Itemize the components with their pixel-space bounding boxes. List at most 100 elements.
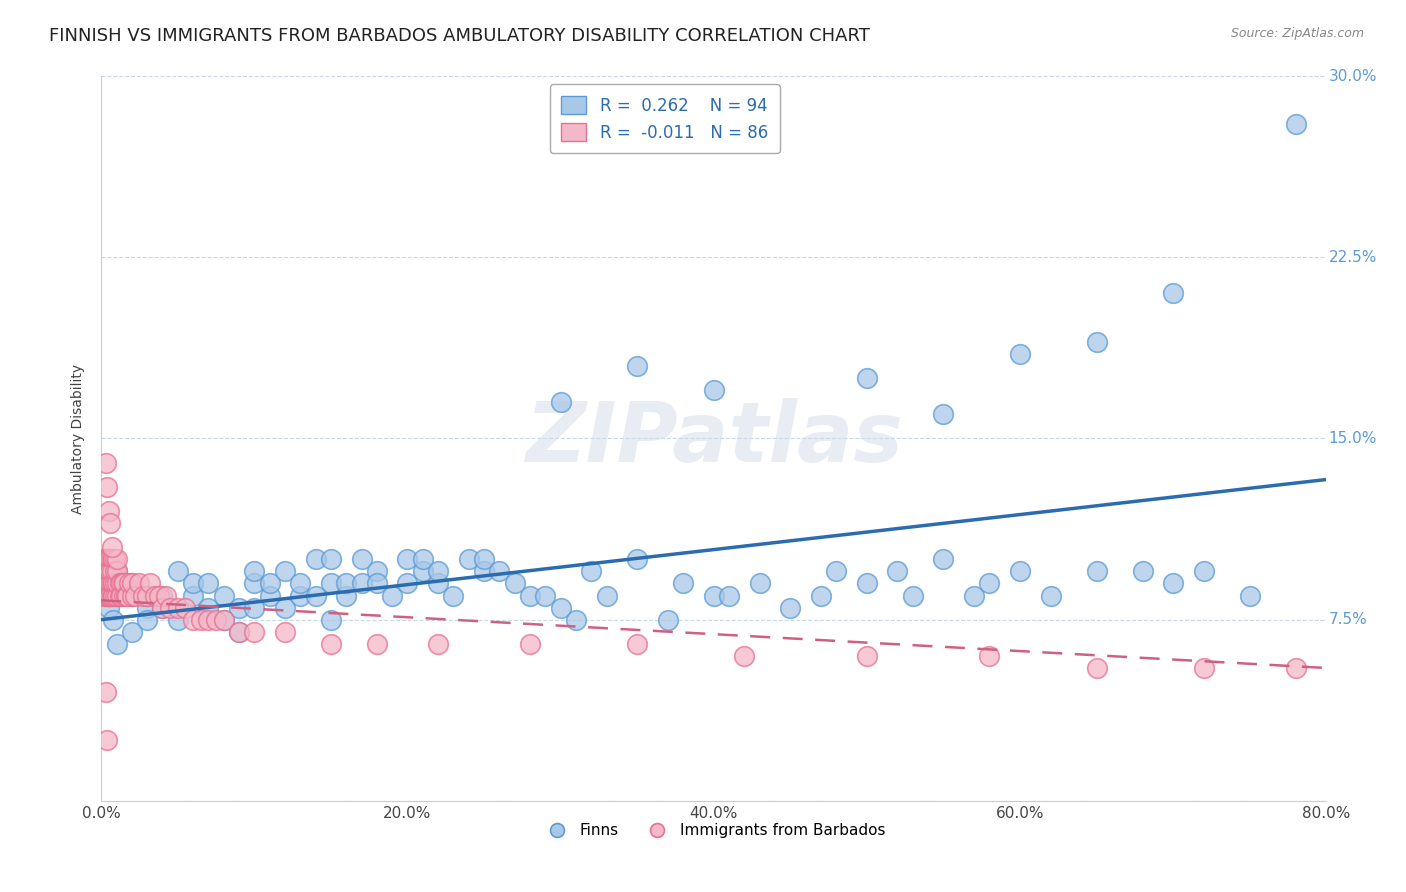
Point (1285, 117, 1308, 131)
Point (121, 576, 143, 591)
Text: FINNISH VS IMMIGRANTS FROM BARBADOS AMBULATORY DISABILITY CORRELATION CHART: FINNISH VS IMMIGRANTS FROM BARBADOS AMBU… (49, 27, 870, 45)
Point (350, 552, 373, 566)
Point (152, 600, 174, 615)
Point (901, 589, 924, 603)
Point (110, 576, 132, 591)
Point (595, 589, 617, 603)
Point (197, 613, 219, 627)
Point (108, 589, 131, 603)
Point (121, 624, 143, 639)
Point (128, 576, 150, 591)
Point (319, 576, 342, 591)
Point (197, 576, 219, 591)
Point (748, 576, 770, 591)
Point (550, 395, 572, 409)
Point (97, 589, 120, 603)
Point (121, 589, 143, 603)
Text: 22.5%: 22.5% (1329, 250, 1376, 265)
Point (105, 589, 128, 603)
Point (565, 613, 588, 627)
Point (932, 552, 955, 566)
Point (1239, 589, 1261, 603)
Point (104, 589, 127, 603)
Point (101, 565, 124, 579)
Point (112, 576, 135, 591)
Point (427, 565, 450, 579)
Point (152, 589, 174, 603)
Point (96, 589, 118, 603)
Point (212, 613, 235, 627)
Point (136, 600, 159, 615)
Point (124, 589, 146, 603)
Point (212, 613, 235, 627)
Text: 15.0%: 15.0% (1329, 431, 1376, 446)
Point (290, 589, 312, 603)
Point (1161, 576, 1184, 591)
Text: 30.0%: 30.0% (1329, 69, 1378, 84)
Point (143, 589, 166, 603)
Point (148, 589, 170, 603)
Point (979, 576, 1001, 591)
Point (228, 624, 250, 639)
Point (105, 576, 128, 591)
Point (100, 552, 122, 566)
Point (101, 552, 124, 566)
Point (104, 565, 127, 579)
Point (97, 576, 120, 591)
Point (94, 456, 117, 470)
Point (101, 589, 124, 603)
Point (100, 576, 122, 591)
Point (366, 565, 388, 579)
Point (136, 589, 159, 603)
Point (274, 600, 297, 615)
Point (93, 576, 115, 591)
Point (472, 552, 495, 566)
Point (396, 576, 419, 591)
Text: 7.5%: 7.5% (1329, 612, 1368, 627)
Point (96, 733, 118, 747)
Point (243, 624, 266, 639)
Point (427, 637, 450, 651)
Point (181, 589, 204, 603)
Point (825, 565, 848, 579)
Point (412, 565, 434, 579)
Point (136, 589, 159, 603)
Point (103, 576, 125, 591)
Point (503, 576, 526, 591)
Point (381, 589, 404, 603)
Point (626, 552, 648, 566)
Text: Source: ZipAtlas.com: Source: ZipAtlas.com (1230, 27, 1364, 40)
Point (197, 600, 219, 615)
Point (810, 589, 832, 603)
Point (155, 589, 177, 603)
Point (1192, 661, 1215, 675)
Point (152, 600, 174, 615)
Point (174, 600, 197, 615)
Point (108, 576, 131, 591)
Point (103, 589, 125, 603)
Point (979, 648, 1001, 663)
Point (304, 589, 326, 603)
Point (1192, 565, 1215, 579)
Point (626, 637, 648, 651)
Point (534, 589, 557, 603)
Point (105, 589, 128, 603)
Point (274, 565, 297, 579)
Point (856, 648, 879, 663)
Point (335, 589, 357, 603)
Point (856, 576, 879, 591)
Point (243, 600, 266, 615)
Point (110, 589, 132, 603)
Point (94, 565, 117, 579)
Point (319, 552, 342, 566)
Point (117, 589, 139, 603)
Point (96, 565, 118, 579)
Point (718, 589, 741, 603)
Point (457, 552, 479, 566)
Point (105, 637, 128, 651)
Point (112, 589, 135, 603)
Point (243, 565, 266, 579)
Point (166, 565, 188, 579)
Point (550, 600, 572, 615)
Point (97, 600, 120, 615)
